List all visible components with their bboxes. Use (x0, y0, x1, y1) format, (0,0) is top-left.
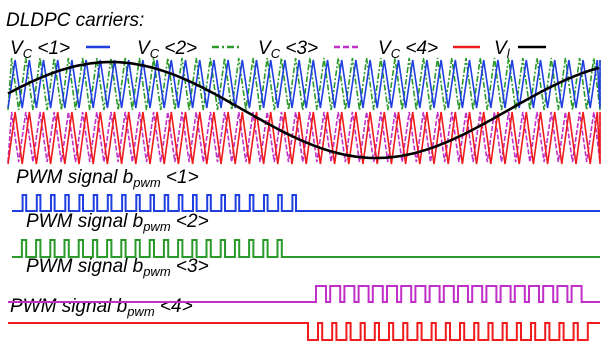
svg-text:VC <1>: VC <1> (10, 38, 70, 61)
legend-vc1-sub: C (23, 46, 33, 61)
legend-vc2-suffix: <2> (159, 38, 197, 59)
legend-vc3-suffix: <3> (280, 38, 318, 59)
pwm-trace-1 (12, 194, 600, 212)
legend-vl-sub: l (507, 46, 511, 61)
legend-item-vc2: VC <2> (137, 38, 240, 61)
legend-vc1-base: V (10, 38, 25, 59)
carrier-vc2-wave (7, 57, 601, 111)
pwm-label-1: PWM signal bpwm <1> (16, 167, 199, 190)
pwm-trace-2 (12, 239, 600, 258)
svg-text:Vl: Vl (494, 38, 511, 61)
carrier-vc1-wave (7, 59, 601, 109)
legend-vc2-base: V (137, 38, 152, 59)
svg-text:VC <4>: VC <4> (378, 38, 438, 61)
legend-vc4-sub: C (391, 46, 401, 61)
legend-item-vc3: VC <3> (258, 38, 360, 61)
legend-vc1-suffix: <1> (32, 38, 70, 59)
diagram-title: DLDPC carriers: (6, 10, 144, 31)
legend-item-vc1: VC <1> (10, 38, 110, 61)
legend: VC <1> VC <2> VC <3> VC <4> Vl (10, 38, 546, 61)
carrier-vc3-wave (7, 111, 601, 163)
legend-vc3-sub: C (271, 46, 281, 61)
legend-item-vl: Vl (494, 38, 546, 61)
svg-text:VC <3>: VC <3> (258, 38, 318, 61)
legend-vc4-suffix: <4> (400, 38, 438, 59)
svg-text:VC <2>: VC <2> (137, 38, 197, 61)
legend-vl-base: V (494, 38, 509, 59)
legend-vc3-base: V (258, 38, 273, 59)
pwm-traces (8, 194, 600, 341)
carrier-vc4-wave (7, 111, 601, 165)
legend-vc4-base: V (378, 38, 393, 59)
pwm-trace-4 (8, 322, 600, 341)
reference-vl-wave (7, 60, 600, 160)
pwm-trace-3 (8, 285, 600, 303)
pwm-labels: PWM signal bpwm <1> PWM signal bpwm <2> … (10, 167, 209, 319)
carrier-waves (7, 57, 601, 165)
pwm-label-3: PWM signal bpwm <3> (26, 256, 209, 279)
pwm-label-4: PWM signal bpwm <4> (10, 296, 193, 319)
legend-vc2-sub: C (150, 46, 160, 61)
legend-item-vc4: VC <4> (378, 38, 480, 61)
pwm-label-2: PWM signal bpwm <2> (26, 211, 209, 234)
